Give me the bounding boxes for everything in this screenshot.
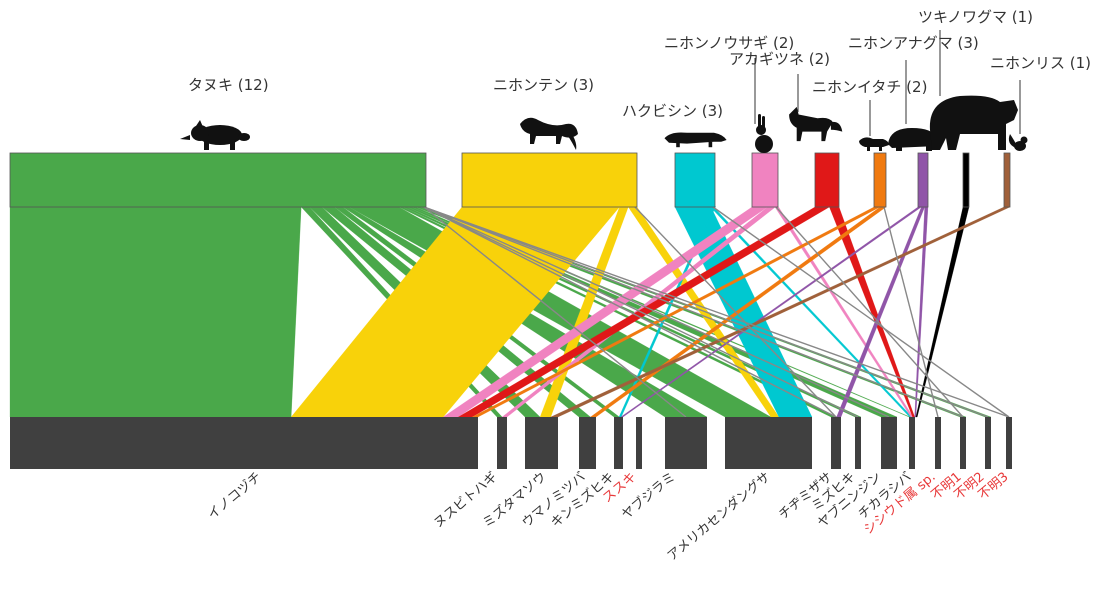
mammal-bars	[9, 152, 1011, 208]
mammal-bar-4	[814, 152, 840, 208]
bear-icon	[929, 95, 1018, 150]
mammal-label-4: アカギツネ (2)	[729, 50, 830, 68]
fox-icon	[789, 106, 843, 142]
mammal-bar-3	[751, 152, 779, 208]
plant-bar-2	[525, 417, 558, 469]
minor-link-8	[775, 206, 964, 418]
minor-link-6	[423, 206, 687, 418]
raccoon-dog-icon	[180, 120, 250, 150]
minor-link-10	[883, 206, 939, 418]
link-layer	[9, 206, 1011, 418]
minor-link-4	[423, 206, 859, 418]
mammal-bar-0	[9, 152, 427, 208]
plant-bar-15	[1006, 417, 1012, 469]
plant-bar-3	[579, 417, 596, 469]
mammal-bar-2	[674, 152, 716, 208]
plant-bars	[10, 417, 1012, 469]
plant-bar-14	[985, 417, 991, 469]
minor-link-3	[423, 206, 890, 418]
plant-bar-13	[960, 417, 966, 469]
plant-bar-8	[831, 417, 841, 469]
mammal-labels: タヌキ (12) ニホンテン (3) ハクビシン (3) ニホンノウサギ (2)アカギ…	[188, 8, 1091, 120]
plant-bar-9	[855, 417, 861, 469]
hare-icon	[755, 114, 773, 153]
plant-bar-0	[10, 417, 478, 469]
plant-bar-7	[725, 417, 812, 469]
mammal-label-8: ニホンリス (1)	[990, 54, 1091, 72]
mammal-label-6: ニホンアナグマ (3)	[848, 34, 979, 52]
mammal-label-0: タヌキ (12)	[188, 76, 269, 94]
plant-label-0: イノコヅチ	[205, 470, 264, 523]
minor-link-1	[423, 206, 989, 418]
plant-bar-10	[881, 417, 897, 469]
plant-label-7: アメリカセンダングサ	[665, 470, 774, 565]
mammal-bar-7	[962, 152, 970, 208]
mammal-label-1: ニホンテン (3)	[493, 76, 594, 94]
link-0-0	[9, 206, 302, 418]
minor-link-2	[423, 206, 1010, 418]
plant-bar-4	[614, 417, 623, 469]
mammal-bar-5	[873, 152, 887, 208]
marten-icon	[520, 117, 578, 150]
plant-bar-1	[497, 417, 507, 469]
mammal-label-7: ツキノワグマ (1)	[918, 8, 1033, 26]
mammal-bar-6	[917, 152, 929, 208]
mammal-label-2: ハクビシン (3)	[622, 102, 723, 120]
masked-palm-civet-icon	[664, 132, 727, 148]
mammal-label-5: ニホンイタチ (2)	[812, 78, 927, 96]
mammal-bar-8	[1003, 152, 1011, 208]
plant-labels: イノコヅチ ヌスビトハギミズタマソウウマノミツバキンミズヒキススキヤブジラミアメリ…	[205, 469, 1011, 564]
plant-bar-5	[636, 417, 642, 469]
minor-link-7	[712, 206, 1010, 418]
weasel-icon	[859, 137, 889, 151]
minor-link-5	[423, 206, 837, 418]
plant-bar-11	[909, 417, 915, 469]
minor-link-9	[634, 206, 837, 418]
squirrel-icon	[1008, 134, 1028, 151]
animal-silhouettes	[180, 30, 1028, 153]
minor-link-0	[423, 206, 964, 418]
mammal-bar-1	[461, 152, 638, 208]
plant-bar-6	[665, 417, 707, 469]
plant-bar-12	[935, 417, 941, 469]
mammal-label-3: ニホンノウサギ (2)	[664, 34, 794, 52]
